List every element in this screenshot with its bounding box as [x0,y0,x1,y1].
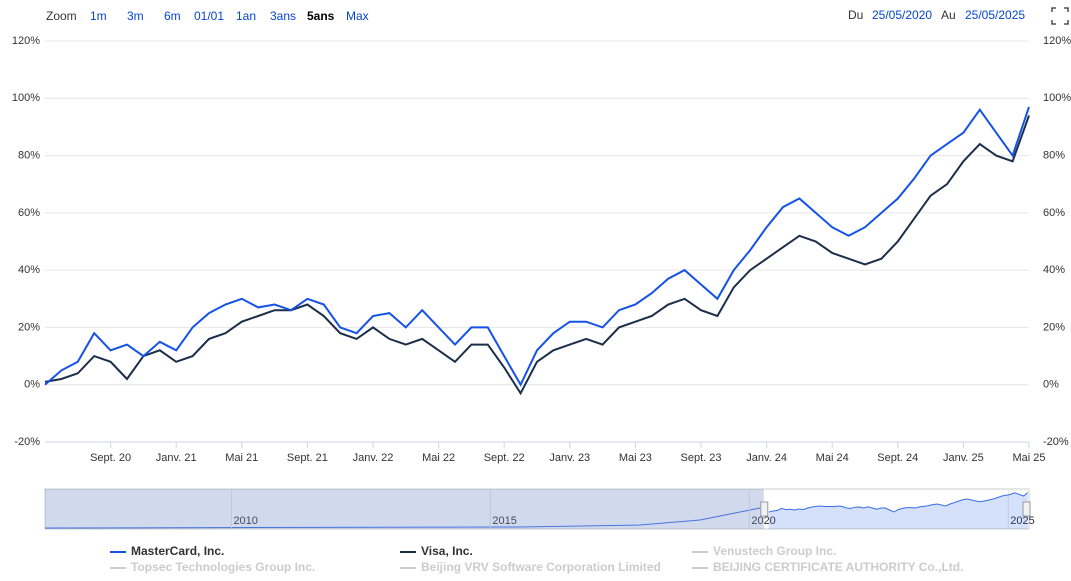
y-tick-label: 0% [24,379,40,391]
zoom-button[interactable]: 1an [236,9,256,23]
y-tick-label: 80% [18,149,40,161]
x-tick-label: Mai 23 [619,452,652,464]
y-tick-label: 120% [12,35,40,47]
x-tick-label: Mai 25 [1012,452,1045,464]
x-tick-label: Sept. 24 [877,452,918,464]
to-date[interactable]: 25/05/2025 [965,8,1025,22]
navigator-label: 2025 [1010,515,1034,527]
zoom-button[interactable]: 6m [164,9,181,23]
x-tick-label: Sept. 21 [287,452,328,464]
y2-tick-label: 0% [1043,379,1059,391]
fullscreen-button[interactable] [1051,7,1069,25]
legend-item[interactable]: MasterCard, Inc. [131,544,224,558]
x-tick-label: Sept. 23 [681,452,722,464]
y2-tick-label: 120% [1043,35,1071,47]
navigator-handle[interactable] [760,501,769,517]
x-tick-label: Janv. 25 [943,452,984,464]
series-line [44,115,1030,396]
navigator-label: 2015 [492,515,516,527]
y2-tick-label: 20% [1043,321,1065,333]
navigator-label: 2010 [233,515,257,527]
zoom-button[interactable]: 3ans [270,9,296,23]
x-tick-label: Janv. 21 [156,452,197,464]
x-tick-label: Janv. 24 [746,452,787,464]
zoom-button[interactable]: 3m [127,9,144,23]
legend-item[interactable]: Venustech Group Inc. [713,544,836,558]
y2-tick-label: -20% [1043,436,1069,448]
zoom-button[interactable]: 5ans [307,9,335,23]
to-label: Au [941,8,956,22]
y2-tick-label: 80% [1043,149,1065,161]
navigator-area [768,492,1028,529]
y-tick-label: 60% [18,207,40,219]
zoom-button[interactable]: Max [346,9,369,23]
navigator-history [44,507,761,529]
y2-tick-label: 60% [1043,207,1065,219]
navigator-handle[interactable] [1022,501,1031,517]
y-tick-label: 100% [12,92,40,104]
legend-item[interactable]: BEIJING CERTIFICATE AUTHORITY Co.,Ltd. [713,560,963,574]
navigator-label: 2020 [751,515,775,527]
from-date[interactable]: 25/05/2020 [872,8,932,22]
x-tick-label: Mai 24 [816,452,849,464]
x-tick-label: Janv. 22 [353,452,394,464]
x-tick-label: Janv. 23 [549,452,590,464]
y-tick-label: 40% [18,264,40,276]
legend-item[interactable]: Topsec Technologies Group Inc. [131,560,315,574]
navigator-mask [45,489,764,529]
zoom-label: Zoom [46,9,77,23]
zoom-button[interactable]: 01/01 [194,9,224,23]
fullscreen-icon[interactable] [1051,7,1069,25]
x-tick-label: Sept. 22 [484,452,525,464]
y2-tick-label: 100% [1043,92,1071,104]
series-line [44,106,1030,387]
legend-item[interactable]: Visa, Inc. [421,544,473,558]
navigator-series [768,492,1029,513]
legend-item[interactable]: Beijing VRV Software Corporation Limited [421,560,661,574]
x-tick-label: Mai 21 [225,452,258,464]
x-tick-label: Mai 22 [422,452,455,464]
y2-tick-label: 40% [1043,264,1065,276]
navigator-frame [44,488,1030,530]
zoom-button[interactable]: 1m [90,9,107,23]
y-tick-label: 20% [18,321,40,333]
x-tick-label: Sept. 20 [90,452,131,464]
from-label: Du [848,8,863,22]
y-tick-label: -20% [14,436,40,448]
